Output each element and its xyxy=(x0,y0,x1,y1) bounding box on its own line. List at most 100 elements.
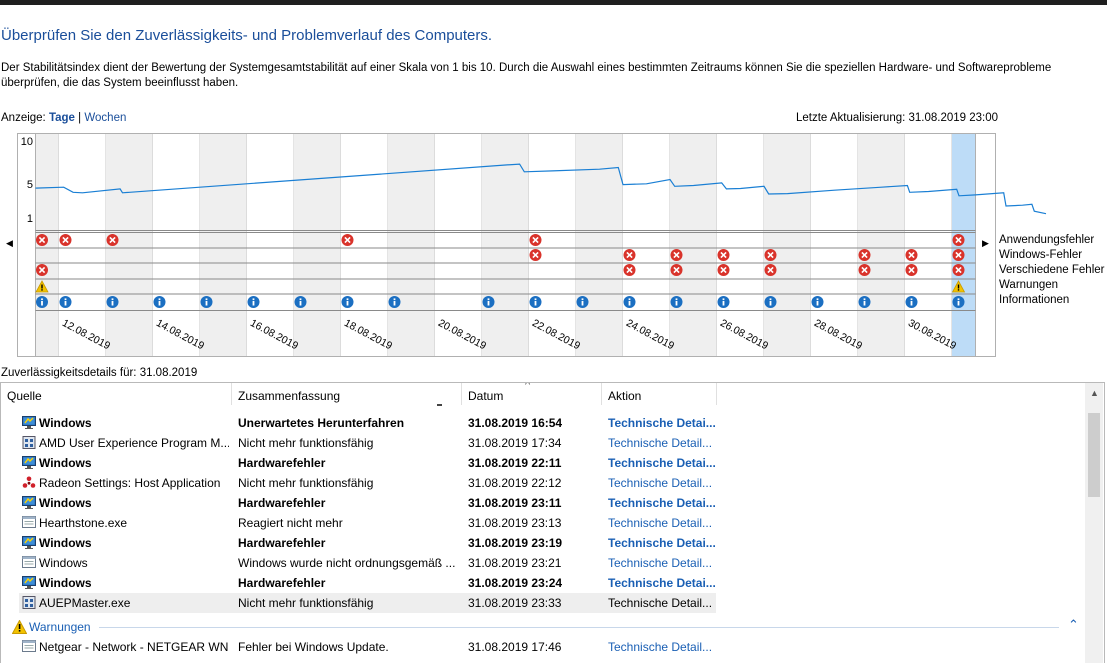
info-icon[interactable] xyxy=(811,296,824,308)
day-column[interactable] xyxy=(247,133,294,357)
window-icon xyxy=(22,556,36,568)
row-action-link[interactable]: Technische Detail... xyxy=(608,436,713,450)
day-column[interactable] xyxy=(670,133,717,357)
row-action-link[interactable]: Technische Detail... xyxy=(608,556,713,570)
info-icon[interactable] xyxy=(952,296,965,308)
info-icon[interactable] xyxy=(341,296,354,308)
info-icon[interactable] xyxy=(59,296,72,308)
day-column[interactable] xyxy=(623,133,670,357)
info-icon[interactable] xyxy=(623,296,636,308)
day-column[interactable] xyxy=(200,133,247,357)
info-icon[interactable] xyxy=(717,296,730,308)
day-column[interactable] xyxy=(764,133,811,357)
error-icon[interactable] xyxy=(36,264,48,276)
row-action-link[interactable]: Technische Detail... xyxy=(608,476,713,490)
info-icon[interactable] xyxy=(106,296,119,308)
error-icon[interactable] xyxy=(623,264,636,276)
day-column[interactable] xyxy=(435,133,482,357)
row-action-link[interactable]: Technische Detai... xyxy=(608,456,716,470)
table-row[interactable]: AMD User Experience Program M... Nicht me… xyxy=(19,433,716,453)
table-row[interactable]: Windows Unerwartetes Herunterfahren 31.08.… xyxy=(19,413,716,433)
day-column[interactable] xyxy=(576,133,623,357)
info-icon[interactable] xyxy=(294,296,307,308)
row-date: 31.08.2019 23:13 xyxy=(468,516,562,530)
details-scrollbar[interactable]: ▲ xyxy=(1085,383,1103,663)
table-row[interactable]: Netgear - Network - NETGEAR WN... Fehler … xyxy=(19,637,716,657)
info-icon[interactable] xyxy=(247,296,260,308)
info-icon[interactable] xyxy=(764,296,777,308)
y-tick-label: 10 xyxy=(21,136,33,148)
info-icon[interactable] xyxy=(905,296,918,308)
row-action-link[interactable]: Technische Detail... xyxy=(608,640,713,654)
row-action-link[interactable]: Technische Detai... xyxy=(608,416,716,430)
table-row[interactable]: Windows Windows wurde nicht ordnungsgemäß… xyxy=(19,553,716,573)
day-column[interactable] xyxy=(482,133,529,357)
chart-scroll-left-button[interactable]: ◀ xyxy=(6,238,13,248)
legend-application-errors: Anwendungsfehler xyxy=(999,234,1095,246)
warning-icon[interactable] xyxy=(35,280,49,293)
error-icon[interactable] xyxy=(858,249,871,261)
row-action-link[interactable]: Technische Detail... xyxy=(608,516,713,530)
info-icon[interactable] xyxy=(153,296,166,308)
table-row[interactable]: Radeon Settings: Host Application Nicht m… xyxy=(19,473,716,493)
info-icon[interactable] xyxy=(576,296,589,308)
row-action-link[interactable]: Technische Detai... xyxy=(608,576,716,590)
error-icon[interactable] xyxy=(341,234,354,246)
error-icon[interactable] xyxy=(952,264,965,276)
chart-scroll-right-button[interactable]: ▶ xyxy=(982,238,989,248)
warning-icon[interactable] xyxy=(951,280,966,293)
day-column[interactable] xyxy=(905,133,952,357)
error-icon[interactable] xyxy=(36,234,48,246)
day-column[interactable] xyxy=(153,133,200,357)
error-icon[interactable] xyxy=(529,234,542,246)
scroll-up-icon[interactable]: ▲ xyxy=(1090,388,1099,398)
error-icon[interactable] xyxy=(623,249,636,261)
table-row[interactable]: Windows Hardwarefehler 31.08.2019 23:19 Tec… xyxy=(19,533,716,553)
column-header-summary[interactable]: Zusammenfassung xyxy=(232,383,462,405)
info-icon[interactable] xyxy=(482,296,495,308)
collapse-group-icon[interactable]: ⌃ xyxy=(1068,617,1079,632)
info-icon[interactable] xyxy=(36,296,48,308)
error-icon[interactable] xyxy=(59,234,72,246)
row-action-link[interactable]: Technische Detail... xyxy=(608,596,713,610)
error-icon[interactable] xyxy=(905,249,918,261)
table-row[interactable]: AUEPMaster.exe Nicht mehr funktionsfähig 3… xyxy=(19,593,716,613)
day-column[interactable] xyxy=(858,133,905,357)
table-row[interactable]: Windows Hardwarefehler 31.08.2019 23:24 Tec… xyxy=(19,573,716,593)
day-column[interactable] xyxy=(717,133,764,357)
column-header-action[interactable]: Aktion xyxy=(602,383,717,405)
view-days-link[interactable]: Tage xyxy=(48,112,75,124)
row-action-link[interactable]: Technische Detai... xyxy=(608,496,716,510)
day-column[interactable] xyxy=(811,133,858,357)
reliability-chart[interactable]: 10 5 1 xyxy=(0,0,1107,370)
day-column[interactable] xyxy=(388,133,435,357)
info-icon[interactable] xyxy=(670,296,683,308)
table-row[interactable]: Hearthstone.exe Reagiert nicht mehr 31.08.… xyxy=(19,513,716,533)
scrollbar-thumb[interactable] xyxy=(1088,413,1100,497)
row-action-link[interactable]: Technische Detai... xyxy=(608,536,716,550)
error-icon[interactable] xyxy=(905,264,918,276)
info-icon[interactable] xyxy=(858,296,871,308)
column-header-source[interactable]: Quelle xyxy=(1,383,232,405)
day-column[interactable] xyxy=(294,133,341,357)
error-icon[interactable] xyxy=(952,234,965,246)
error-icon[interactable] xyxy=(717,264,730,276)
error-icon[interactable] xyxy=(717,249,730,261)
error-icon[interactable] xyxy=(764,249,777,261)
table-row[interactable]: Windows Hardwarefehler 31.08.2019 22:11 Tec… xyxy=(19,453,716,473)
info-icon[interactable] xyxy=(200,296,213,308)
error-icon[interactable] xyxy=(670,249,683,261)
error-icon[interactable] xyxy=(670,264,683,276)
error-icon[interactable] xyxy=(106,234,119,246)
error-icon[interactable] xyxy=(529,249,542,261)
group-divider xyxy=(99,627,1059,628)
error-icon[interactable] xyxy=(952,249,965,261)
group-header-warnings[interactable]: Warnungen ⌃ xyxy=(9,617,1083,637)
info-icon[interactable] xyxy=(529,296,542,308)
info-icon[interactable] xyxy=(388,296,401,308)
error-icon[interactable] xyxy=(858,264,871,276)
view-weeks-link[interactable]: Wochen xyxy=(84,112,127,124)
error-icon[interactable] xyxy=(764,264,777,276)
column-header-date[interactable]: Datum xyxy=(462,383,602,405)
table-row[interactable]: Windows Hardwarefehler 31.08.2019 23:11 Tec… xyxy=(19,493,716,513)
